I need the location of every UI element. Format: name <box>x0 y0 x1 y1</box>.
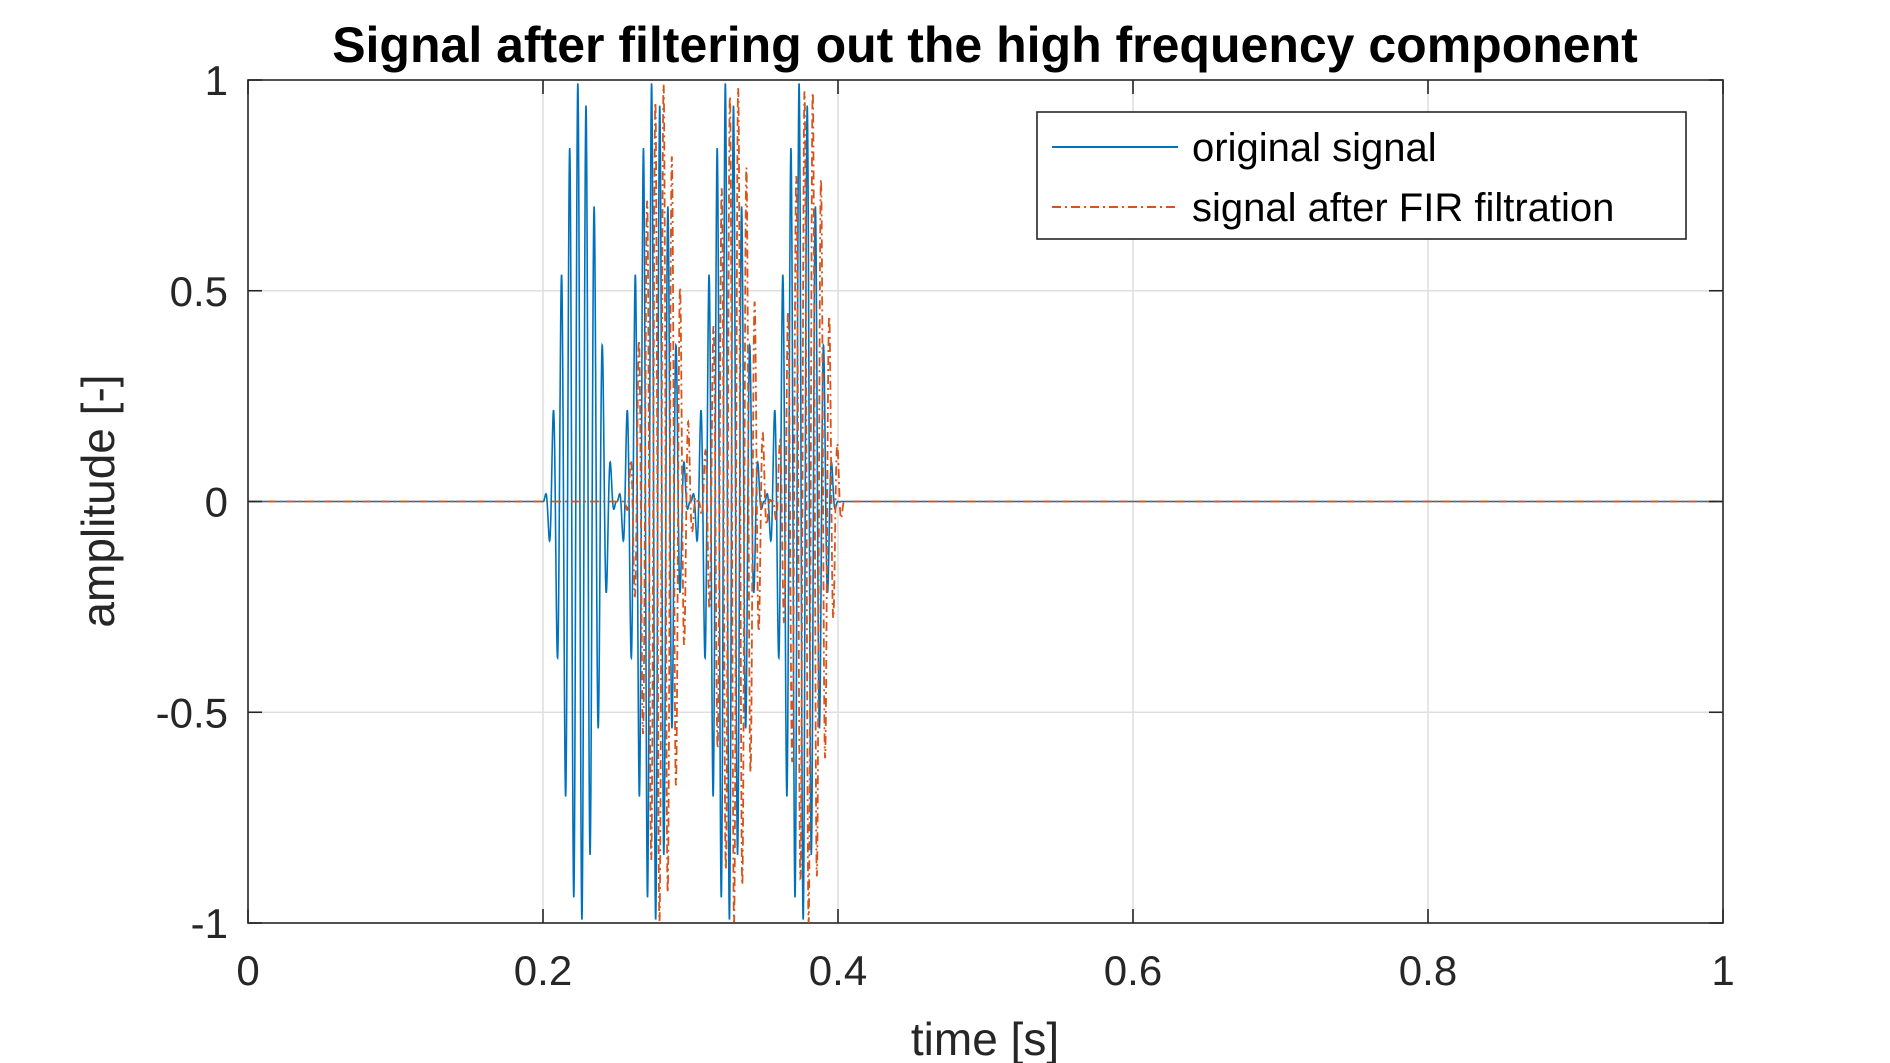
axis-ticks: 0 0.2 0.4 0.6 0.8 1 -1 -0.5 0 0.5 1 <box>156 57 1735 994</box>
chart-title: Signal after filtering out the high freq… <box>332 17 1638 73</box>
x-axis-label: time [s] <box>911 1013 1059 1063</box>
x-tick-label: 0.6 <box>1104 947 1162 994</box>
legend-box <box>1036 111 1687 240</box>
x-tick-label: 0 <box>236 947 259 994</box>
y-tick-label: 1 <box>205 57 228 104</box>
legend-label-fir-filtered-signal: signal after FIR filtration <box>1192 186 1614 230</box>
y-axis-label: amplitude [-] <box>72 374 124 627</box>
legend-label-original-signal: original signal <box>1192 126 1437 170</box>
y-tick-label: 0.5 <box>170 268 228 315</box>
series-line-1 <box>248 84 1723 923</box>
x-tick-label: 1 <box>1711 947 1734 994</box>
legend: original signal signal after FIR filtrat… <box>1036 111 1687 240</box>
x-tick-label: 0.4 <box>809 947 867 994</box>
y-tick-label: 0 <box>205 479 228 526</box>
series-lines <box>248 83 1723 923</box>
x-tick-label: 0.8 <box>1399 947 1457 994</box>
x-tick-label: 0.2 <box>514 947 572 994</box>
y-tick-label: -1 <box>191 900 228 947</box>
y-tick-label: -0.5 <box>156 689 228 736</box>
